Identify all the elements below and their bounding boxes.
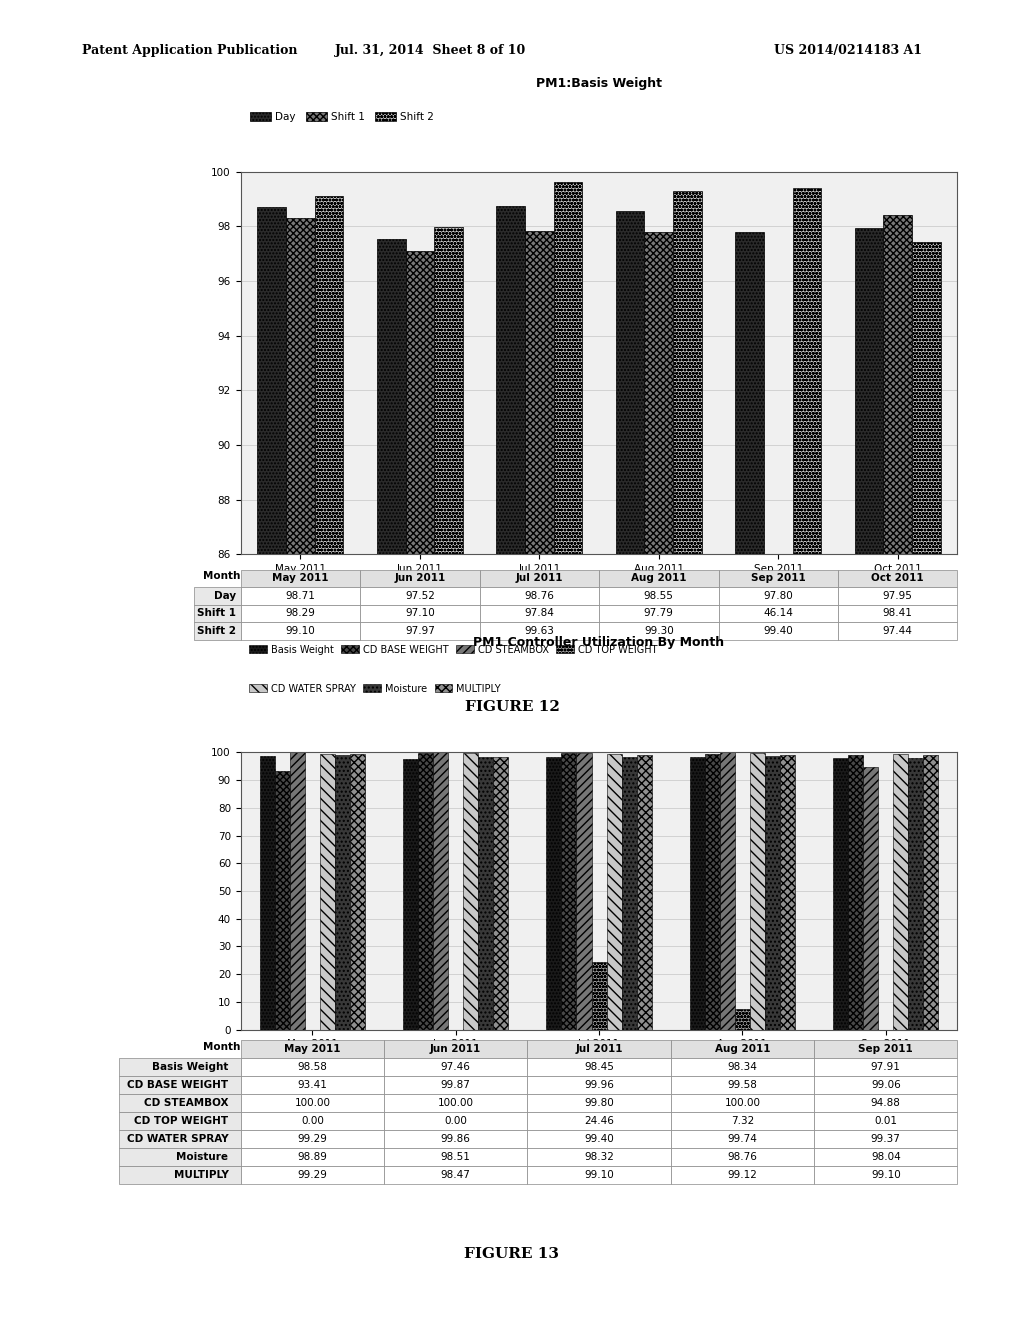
Text: Patent Application Publication: Patent Application Publication [82, 44, 297, 57]
Bar [750, 754, 765, 1030]
Bar [350, 754, 365, 1030]
Bar [908, 758, 924, 1030]
Bar [673, 191, 701, 1320]
X-axis label: Month: Month [580, 1052, 618, 1063]
Bar [494, 756, 508, 1030]
Bar [577, 752, 592, 1030]
Text: FIGURE 12: FIGURE 12 [465, 700, 559, 714]
Bar [260, 756, 274, 1030]
Bar [525, 231, 554, 1320]
Bar [561, 752, 577, 1030]
Bar [554, 182, 583, 1320]
Bar [893, 754, 908, 1030]
Bar [463, 752, 478, 1030]
Text: Jul. 31, 2014  Sheet 8 of 10: Jul. 31, 2014 Sheet 8 of 10 [335, 44, 525, 57]
Bar [793, 187, 821, 1320]
Bar [735, 232, 764, 1320]
Bar [690, 756, 705, 1030]
Text: US 2014/0214183 A1: US 2014/0214183 A1 [773, 44, 922, 57]
Text: Month: Month [203, 1043, 240, 1052]
Bar [622, 758, 637, 1030]
Bar [257, 207, 286, 1320]
Text: PM1:Basis Weight: PM1:Basis Weight [536, 77, 663, 90]
Bar [848, 755, 863, 1030]
Bar [884, 215, 912, 1320]
Bar [912, 242, 941, 1320]
Text: FIGURE 13: FIGURE 13 [465, 1247, 559, 1262]
Bar [765, 756, 780, 1030]
Bar [855, 227, 884, 1320]
Bar [418, 752, 433, 1030]
Bar [705, 754, 720, 1030]
Bar [290, 752, 305, 1030]
Bar [286, 218, 314, 1320]
Bar [592, 962, 606, 1030]
Bar [274, 771, 290, 1030]
Bar [319, 754, 335, 1030]
Bar [497, 206, 525, 1320]
Bar [433, 752, 449, 1030]
Bar [606, 754, 622, 1030]
Bar [924, 755, 938, 1030]
Bar [434, 227, 463, 1320]
Bar [863, 767, 879, 1030]
Bar [735, 1010, 750, 1030]
Bar [547, 756, 561, 1030]
Bar [780, 755, 795, 1030]
Bar [377, 239, 406, 1320]
Bar [720, 752, 735, 1030]
Legend: CD WATER SPRAY, Moisture, MULTIPLY: CD WATER SPRAY, Moisture, MULTIPLY [246, 680, 505, 697]
Bar [478, 756, 494, 1030]
Bar [335, 755, 350, 1030]
Bar [406, 251, 434, 1320]
Bar [644, 232, 673, 1320]
Bar [637, 755, 651, 1030]
Bar [314, 197, 343, 1320]
Text: Month: Month [203, 570, 240, 581]
Legend: Day, Shift 1, Shift 2: Day, Shift 1, Shift 2 [246, 108, 438, 127]
Bar [403, 759, 418, 1030]
Bar [834, 758, 848, 1030]
Bar [615, 211, 644, 1320]
Text: PM1 Controller Utilization By Month: PM1 Controller Utilization By Month [473, 636, 725, 649]
